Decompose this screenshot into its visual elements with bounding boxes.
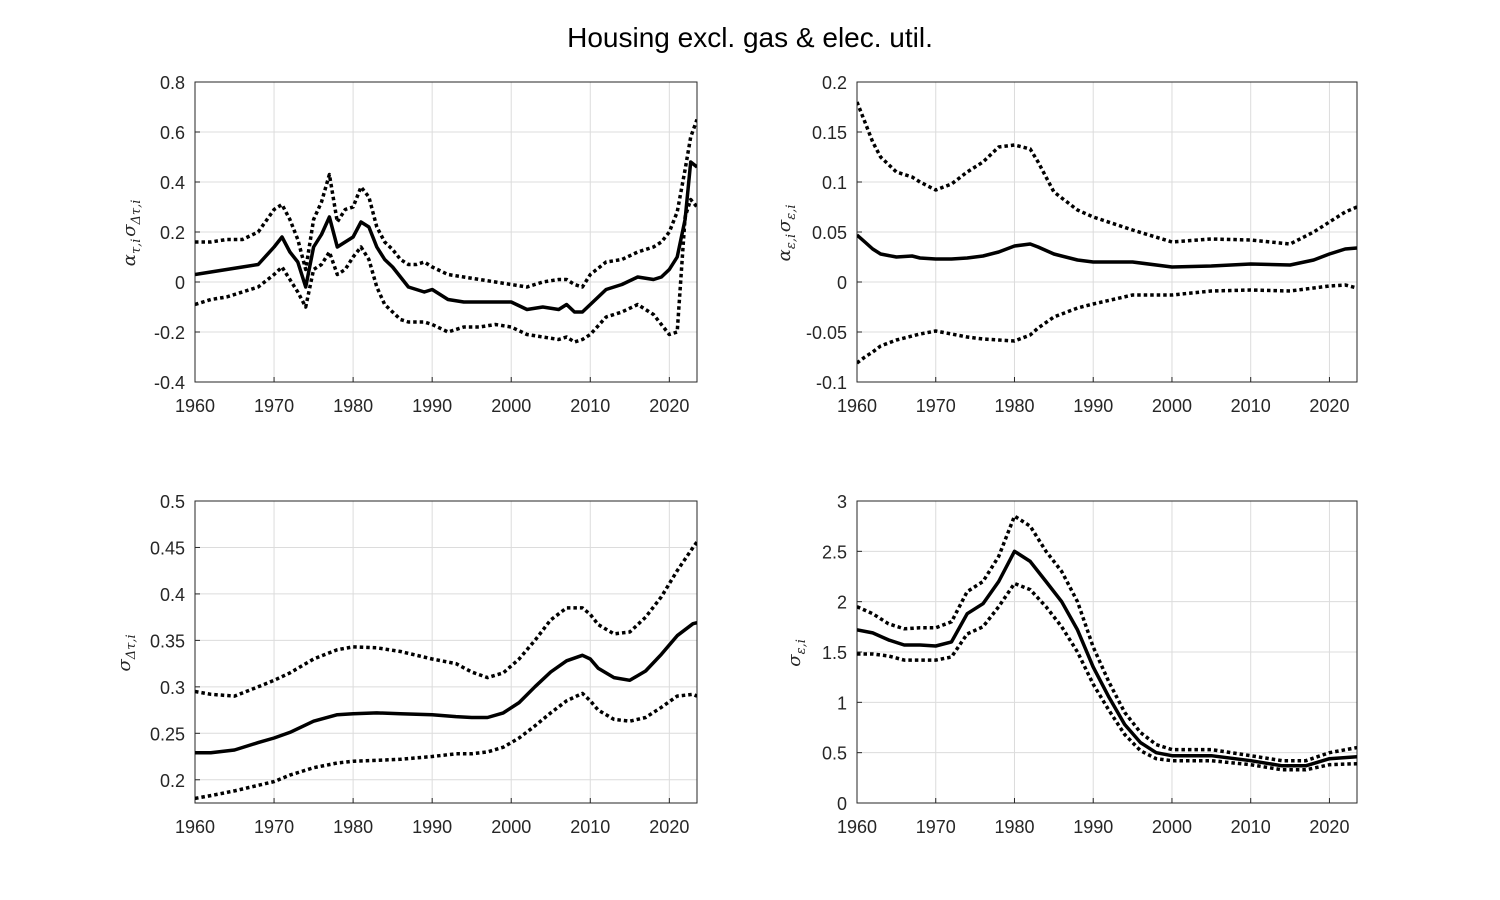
- y-tick-label: 0.2: [160, 771, 185, 791]
- x-tick-label: 1960: [837, 396, 877, 416]
- y-tick-label: 2.5: [822, 542, 847, 562]
- x-tick-label: 1970: [916, 396, 956, 416]
- x-tick-label: 1990: [412, 817, 452, 837]
- x-tick-label: 1970: [254, 396, 294, 416]
- y-axis-label-subscript: τ,i: [129, 239, 144, 254]
- y-axis-label-subscript: Δτ,i: [129, 200, 144, 226]
- y-tick-label: -0.2: [154, 323, 185, 343]
- y-axis-label: σΔτ,i: [114, 633, 139, 672]
- y-axis-label: αε,i σε,i: [774, 203, 799, 262]
- y-axis-label-subscript: Δτ,i: [124, 634, 139, 660]
- y-tick-label: 0.35: [150, 631, 185, 651]
- x-tick-label: 1990: [1073, 396, 1113, 416]
- y-axis-label-subscript: ε,i: [784, 204, 799, 219]
- y-tick-label: 0.2: [822, 73, 847, 93]
- axes-box: [194, 81, 698, 383]
- y-axis-label-part: σ: [784, 654, 805, 667]
- series-line-median: [195, 621, 697, 755]
- axes-box: [856, 500, 1358, 804]
- y-tick-label: -0.05: [806, 323, 847, 343]
- y-tick-label: 0: [175, 273, 185, 293]
- series-line-median: [857, 233, 1357, 269]
- y-tick-label: 1: [837, 693, 847, 713]
- y-tick-label: 0.05: [812, 223, 847, 243]
- y-tick-label: 1.5: [822, 643, 847, 663]
- y-tick-label: 2: [837, 593, 847, 613]
- subplot-1: 1960 1970 1980 1990 2000 2010 2020 -0.4 -0.2 0 0.2…: [119, 73, 698, 416]
- y-tick-label: -0.4: [154, 373, 185, 393]
- y-tick-label: -0.1: [816, 373, 847, 393]
- figure-title: Housing excl. gas & elec. util.: [567, 22, 933, 53]
- x-tick-label: 1960: [837, 817, 877, 837]
- x-tick-label: 1990: [412, 396, 452, 416]
- y-tick-label: 0.4: [160, 585, 185, 605]
- y-axis-label-part: σ: [774, 219, 795, 232]
- x-tick-label: 1990: [1073, 817, 1113, 837]
- x-tick-label: 2020: [1309, 817, 1349, 837]
- y-axis-label-subscript: ε,i: [794, 639, 809, 654]
- x-tick-label: 2020: [649, 396, 689, 416]
- x-tick-label: 2000: [1152, 817, 1192, 837]
- x-tick-label: 1970: [916, 817, 956, 837]
- x-tick-label: 2010: [1231, 396, 1271, 416]
- x-tick-label: 2000: [491, 396, 531, 416]
- y-tick-label: 0.2: [160, 223, 185, 243]
- subplot-3: 1960 1970 1980 1990 2000 2010 2020 0.2 0.25 0.3 0.…: [114, 492, 698, 837]
- series-line-upper: [857, 101, 1357, 246]
- x-tick-label: 1960: [175, 817, 215, 837]
- y-axis-label-subscript: ε,i: [784, 234, 799, 249]
- x-tick-label: 1980: [333, 817, 373, 837]
- x-tick-label: 2000: [491, 817, 531, 837]
- y-tick-label: 0.5: [822, 744, 847, 764]
- y-axis-label-part: σ: [114, 658, 135, 671]
- series-line-lower: [195, 197, 697, 344]
- y-tick-label: 0.5: [160, 492, 185, 512]
- x-tick-label: 1980: [994, 817, 1034, 837]
- x-tick-label: 1960: [175, 396, 215, 416]
- y-axis-label-part: α: [774, 249, 795, 261]
- x-tick-label: 1980: [333, 396, 373, 416]
- x-tick-label: 2020: [1309, 396, 1349, 416]
- y-tick-label: 3: [837, 492, 847, 512]
- x-tick-label: 2010: [570, 396, 610, 416]
- y-tick-label: 0.1: [822, 173, 847, 193]
- axes-box: [194, 500, 698, 804]
- x-tick-label: 1970: [254, 817, 294, 837]
- y-axis-label: ατ,i σΔτ,i: [119, 198, 144, 266]
- y-tick-label: 0.8: [160, 73, 185, 93]
- axes-box: [856, 81, 1358, 383]
- x-tick-label: 1980: [994, 396, 1034, 416]
- x-tick-label: 2010: [570, 817, 610, 837]
- y-tick-label: 0.15: [812, 123, 847, 143]
- y-tick-label: 0: [837, 273, 847, 293]
- y-tick-label: 0.45: [150, 538, 185, 558]
- x-tick-label: 2010: [1231, 817, 1271, 837]
- y-tick-label: 0: [837, 794, 847, 814]
- series-line-median: [857, 549, 1357, 768]
- series-line-upper: [195, 118, 697, 289]
- y-tick-label: 0.4: [160, 173, 185, 193]
- subplot-2: 1960 1970 1980 1990 2000 2010 2020 -0.1 -0.05 0 0.…: [774, 73, 1358, 416]
- y-tick-label: 0.25: [150, 724, 185, 744]
- y-axis-label-part: α: [119, 254, 140, 266]
- y-axis-label: σε,i: [784, 637, 809, 666]
- series-line-lower: [195, 691, 697, 801]
- series-line-lower: [857, 283, 1357, 365]
- y-tick-label: 0.3: [160, 678, 185, 698]
- series-line-median: [195, 160, 697, 314]
- plot-area: [195, 501, 697, 803]
- x-tick-label: 2020: [649, 817, 689, 837]
- y-axis-label-part: σ: [119, 224, 140, 237]
- series-line-upper: [857, 514, 1357, 763]
- y-tick-label: 0.6: [160, 123, 185, 143]
- subplot-4: 1960 1970 1980 1990 2000 2010 2020 0 0.5 1 1.5 2 2.5…: [784, 492, 1358, 837]
- x-tick-label: 2000: [1152, 396, 1192, 416]
